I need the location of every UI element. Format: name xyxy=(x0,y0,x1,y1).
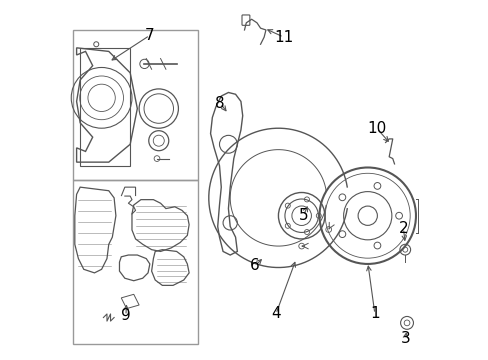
Text: 10: 10 xyxy=(366,121,386,136)
Text: 11: 11 xyxy=(274,30,293,45)
Text: 4: 4 xyxy=(270,306,280,321)
Text: 9: 9 xyxy=(121,308,130,323)
Text: 5: 5 xyxy=(298,208,307,223)
Text: 1: 1 xyxy=(369,306,379,321)
Text: 7: 7 xyxy=(145,28,154,43)
Text: 2: 2 xyxy=(398,221,407,236)
Text: 3: 3 xyxy=(400,332,409,346)
Text: 6: 6 xyxy=(250,258,260,273)
Text: 8: 8 xyxy=(215,96,224,111)
